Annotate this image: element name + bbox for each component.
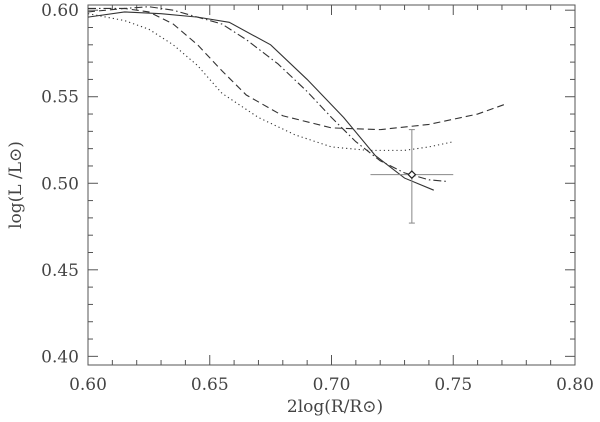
y-tick-label: 0.40 [41, 347, 79, 367]
dotted-model-curve [87, 13, 454, 151]
x-tick-label: 0.65 [191, 375, 229, 395]
x-tick-label: 0.70 [313, 375, 351, 395]
x-tick-label: 0.80 [556, 375, 594, 395]
y-tick-label: 0.50 [41, 174, 79, 194]
axes [87, 4, 576, 366]
y-axis-title: log(L /L⊙) [6, 141, 26, 229]
dashed-model-curve [87, 7, 508, 131]
x-tick-label: 0.75 [434, 375, 472, 395]
x-axis-title: 2log(R/R⊙) [287, 397, 383, 417]
y-tick-label: 0.55 [41, 88, 79, 108]
y-tick-label: 0.45 [41, 261, 79, 281]
observed-point [370, 129, 454, 224]
solid-model-curve [87, 11, 434, 191]
ticks: 0.60 0.65 0.70 0.75 0.80 0.40 0.45 0.50 0.55 0.60 [41, 1, 594, 395]
plot-frame [87, 4, 576, 366]
dashdot-model-curve [88, 6, 449, 183]
x-tick-label: 0.60 [69, 375, 107, 395]
model-curves [87, 6, 508, 191]
observed-point-diamond [407, 170, 417, 180]
y-tick-label: 0.60 [41, 1, 79, 21]
